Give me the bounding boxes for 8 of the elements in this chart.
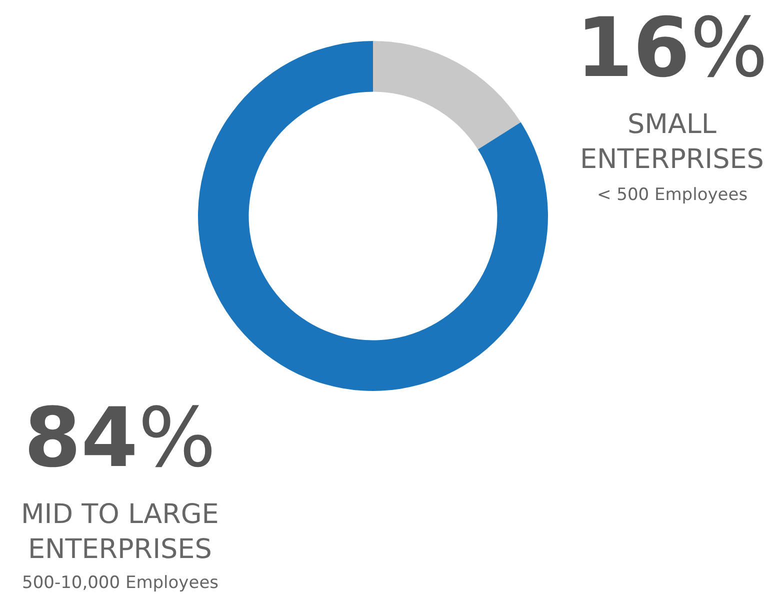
donut-slice [373, 41, 521, 150]
text: < 500 Employees [597, 185, 748, 205]
slice-label: SMALL ENTERPRISES [580, 109, 764, 176]
donut-slice [198, 41, 548, 391]
text: 500-10,000 Employees [22, 573, 219, 593]
data-label: 16% [576, 1, 768, 96]
slice-label: MID TO LARGE ENTERPRISES [21, 499, 219, 566]
data-label: 84% [24, 391, 216, 486]
